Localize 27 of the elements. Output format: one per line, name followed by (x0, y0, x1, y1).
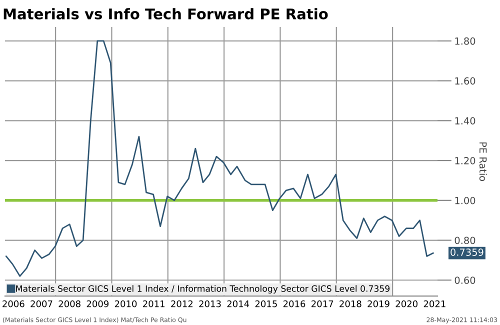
x-tick-label: 2015 (255, 300, 277, 308)
y-axis-title: PE Ratio (479, 142, 487, 182)
y-tick-label: 0.60 (454, 276, 476, 284)
x-tick-label: 2012 (171, 300, 193, 308)
x-tick-label: 2007 (30, 300, 52, 308)
chart-title: Materials vs Info Tech Forward PE Ratio (4, 8, 328, 20)
x-tick-label: 2010 (114, 300, 137, 308)
x-tick-label: 2021 (424, 300, 446, 308)
x-tick-label: 2013 (199, 300, 221, 308)
data-label: 0.7359 (450, 248, 484, 256)
x-tick-label: 2016 (283, 300, 306, 308)
x-tick-label: 2014 (227, 300, 250, 308)
x-tick-label: 2008 (58, 300, 80, 308)
y-tick-label: 1.20 (455, 157, 476, 164)
x-tick-label: 2006 (2, 300, 24, 308)
x-tick-label: 2019 (368, 300, 390, 308)
x-tick-label: 2020 (396, 300, 418, 308)
y-tick-label: 1.80 (455, 37, 476, 45)
y-tick-label: 1.60 (455, 77, 476, 85)
y-tick-label: 0.80 (454, 236, 476, 244)
x-tick-label: 2011 (143, 300, 164, 308)
y-tick-label: 1.00 (455, 196, 476, 204)
y-tick-label: 1.40 (455, 117, 476, 124)
x-tick-label: 2018 (340, 300, 362, 308)
x-tick-label: 2009 (86, 300, 109, 308)
legend-label: Materials Sector GICS Level 1 Index / Information Technology Sector GICS Level 0.7359 (16, 285, 390, 294)
x-tick-label: 2017 (312, 300, 334, 308)
